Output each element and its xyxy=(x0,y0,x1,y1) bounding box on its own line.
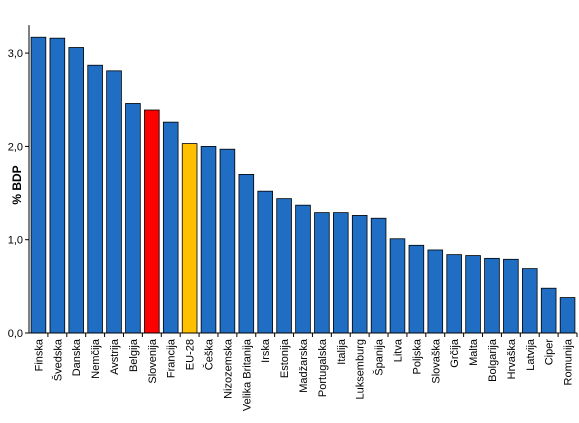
bar-slovenija xyxy=(144,109,160,334)
bar-eu-28 xyxy=(181,143,198,334)
category-label: Francija xyxy=(166,338,178,378)
category-label: Španija xyxy=(373,338,386,376)
y-axis-ticks: 0,0 1,0 2,0 3,0 xyxy=(8,48,29,340)
bar-nemčija xyxy=(87,64,103,334)
bar-belgija xyxy=(125,103,141,334)
y-axis-title: % BDP xyxy=(10,165,24,204)
bar-hrvaška xyxy=(503,258,519,334)
category-label: Švedska xyxy=(51,338,64,381)
category-label: Danska xyxy=(71,338,83,376)
bar-poljska xyxy=(408,244,425,334)
bar-luksemburg xyxy=(351,215,368,334)
category-label: Hrvaška xyxy=(506,338,518,379)
category-label: Romunija xyxy=(563,338,575,385)
category-label: Velika Britanija xyxy=(241,338,253,411)
bar-slovaška xyxy=(427,249,444,334)
bar-portugalska xyxy=(314,212,330,334)
bar-francija xyxy=(162,121,179,334)
category-label: Italija xyxy=(336,338,348,365)
category-label: Češka xyxy=(203,338,216,370)
bar-irska xyxy=(257,190,273,334)
category-label: Madžarska xyxy=(298,338,310,393)
category-label: Grčija xyxy=(449,338,461,368)
bar-latvija xyxy=(521,268,538,334)
bars xyxy=(30,36,576,334)
category-label: Belgija xyxy=(128,338,140,372)
y-tick-label: 1,0 xyxy=(8,235,23,247)
bar-madžarska xyxy=(295,204,311,334)
bar-češka xyxy=(200,145,217,334)
category-label: Portugalska xyxy=(317,338,329,397)
bar-litva xyxy=(389,238,406,334)
category-label: Litva xyxy=(392,338,404,362)
bar-velika-britanija xyxy=(238,173,255,334)
category-label: Estonija xyxy=(279,338,291,378)
category-label: Slovaška xyxy=(430,338,442,384)
bar-švedska xyxy=(49,37,66,334)
category-label: Avstrija xyxy=(109,338,121,375)
category-label: Luksemburg xyxy=(355,339,367,400)
category-label: Nemčija xyxy=(90,338,102,379)
category-label: Nizozemska xyxy=(222,338,234,399)
y-tick-label: 0,0 xyxy=(8,328,23,340)
bar-španija xyxy=(370,217,387,334)
category-label: Slovenija xyxy=(147,338,159,384)
bar-avstrija xyxy=(106,70,122,334)
bar-grčija xyxy=(446,254,462,334)
category-label: Bolgarija xyxy=(487,338,499,382)
bar-ciper xyxy=(540,287,557,334)
bar-bolgarija xyxy=(484,257,500,334)
bar-italija xyxy=(333,212,349,334)
category-label: Malta xyxy=(468,338,480,366)
bar-finska xyxy=(30,36,47,334)
y-tick-label: 2,0 xyxy=(8,141,23,153)
y-tick-label: 3,0 xyxy=(8,48,23,60)
bar-nizozemska xyxy=(219,148,236,334)
category-label: Poljska xyxy=(411,338,423,374)
bar-romunija xyxy=(559,297,576,334)
category-label: Ciper xyxy=(544,339,556,366)
category-label: Irska xyxy=(260,338,272,363)
bar-estonija xyxy=(276,198,292,334)
bar-malta xyxy=(465,255,481,334)
category-label: EU-28 xyxy=(185,339,197,370)
category-label: Latvija xyxy=(525,338,537,371)
category-labels: Finska Švedska Danska Nemčija Avstrija Belgij… xyxy=(33,333,578,411)
category-label: Finska xyxy=(33,338,45,371)
bar-danska xyxy=(68,47,85,334)
